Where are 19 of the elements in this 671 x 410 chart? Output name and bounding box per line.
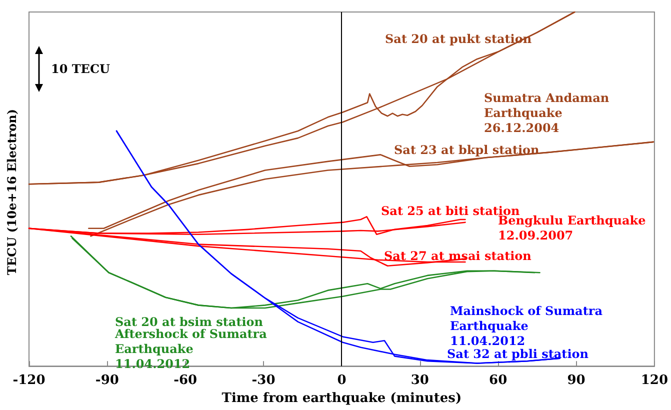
annotation: Sumatra Andaman Earthquake 26.12.2004 — [484, 91, 610, 135]
series-label: Sat 20 at bsim station — [115, 315, 264, 329]
x-tick-label: -30 — [252, 373, 276, 388]
x-tick-label: -60 — [174, 373, 198, 388]
x-tick-label: -90 — [95, 373, 119, 388]
x-tick-label: 90 — [567, 373, 586, 388]
annotation: 10 TECU — [51, 62, 111, 76]
series-label: Sat 32 at pbli station — [447, 347, 589, 361]
series-label: Sat 23 at bkpl station — [394, 143, 540, 157]
annotation: Aftershock of Sumatra Earthquake 11.04.2012 — [114, 327, 268, 371]
x-tick-label: 30 — [410, 373, 429, 388]
annotation: Mainshock of Sumatra Earthquake 11.04.2012 — [450, 304, 603, 348]
x-tick-label: 60 — [489, 373, 508, 388]
x-tick-label: 0 — [337, 373, 346, 388]
x-tick-label: 120 — [640, 373, 668, 388]
x-axis-title: Time from earthquake (minutes) — [222, 391, 462, 406]
y-axis-title: TECU (10e+16 Electron) — [5, 108, 19, 276]
x-tick-label: -120 — [12, 373, 46, 388]
annotation: Bengkulu Earthquake 12.09.2007 — [498, 214, 646, 242]
